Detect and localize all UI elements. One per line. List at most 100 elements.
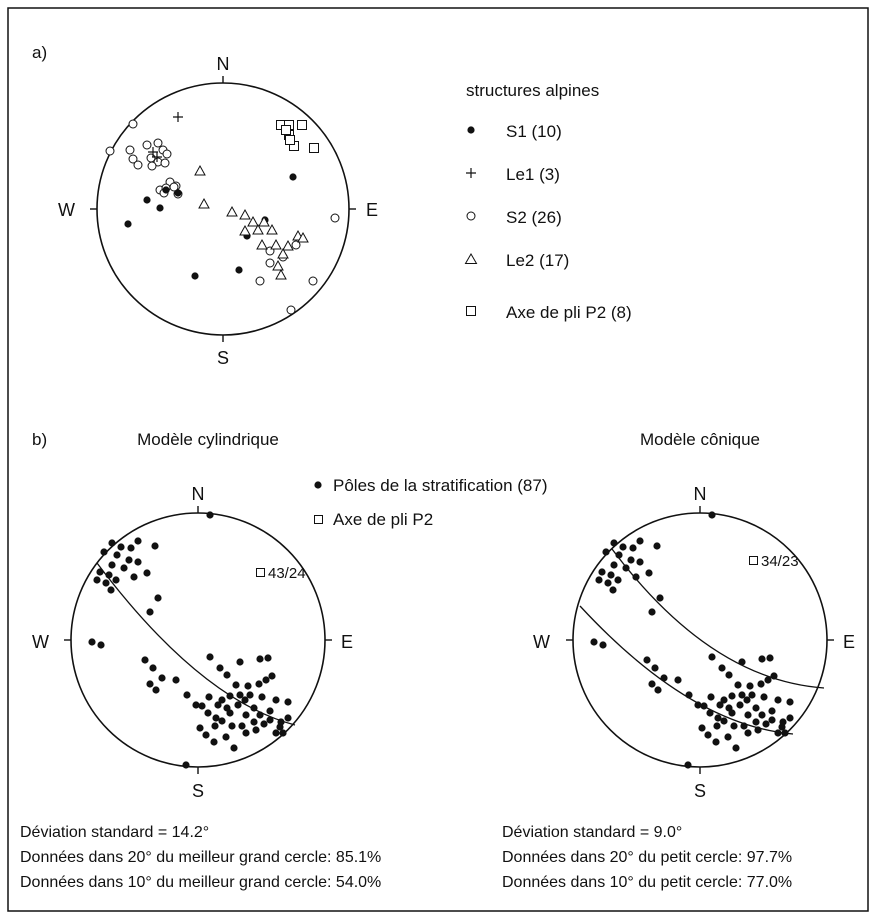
stereonet-a-s2-point	[128, 119, 138, 129]
stereonet-con-south-label: S	[694, 781, 706, 801]
stereonet-cyl-bedding-pole	[127, 544, 135, 552]
stereonet-cyl-bedding-pole	[226, 692, 234, 700]
stereonet-cyl-bedding-pole	[113, 551, 121, 559]
stereonet-con-bedding-pole	[716, 701, 724, 709]
stereonet-cyl-bedding-pole	[266, 707, 274, 715]
stereonet-cyl-bedding-pole	[151, 542, 159, 550]
stereonet-cyl-bedding-pole	[272, 696, 280, 704]
stereonet-con-bedding-pole	[779, 718, 787, 726]
stereonet-con-bedding-pole	[636, 537, 644, 545]
stereonet-con-bedding-pole	[654, 686, 662, 694]
stereonet-cyl-bedding-pole	[256, 711, 264, 719]
stereonet-a-le2-point	[239, 224, 251, 236]
stereonet-a-le2-point	[258, 215, 270, 227]
stereonet-con-bedding-pole	[743, 696, 751, 704]
stereonet-a-s2-point	[133, 160, 143, 170]
stereonet-con-bedding-pole	[632, 573, 640, 581]
stereonet-con-bedding-pole	[770, 672, 778, 680]
stereonet-a-s2-point	[105, 146, 115, 156]
legend-b-square-icon	[314, 515, 323, 524]
stereonet-a-s1-point	[124, 220, 132, 228]
stereonet-cyl-bedding-pole	[246, 691, 254, 699]
stereonet-con-bedding-pole	[786, 714, 794, 722]
legend-a-plus-icon	[466, 168, 476, 178]
stereonet-con-points	[590, 511, 794, 769]
stereonet-cyl-bedding-pole	[125, 556, 133, 564]
stereonet-cyl-bedding-pole	[216, 664, 224, 672]
stereonet-con-bedding-pole	[786, 698, 794, 706]
stereonet-a-le2-point	[275, 268, 287, 280]
stereonet-a-fold-axis-point	[285, 135, 295, 145]
stereonet-cyl-bedding-pole	[222, 733, 230, 741]
stereonet-a-s2-point	[255, 276, 265, 286]
stereonet-cyl-bedding-pole	[93, 576, 101, 584]
stereonet-cyl: N S E W 43/24	[32, 484, 353, 801]
stereonet-cyl-bedding-pole	[205, 693, 213, 701]
stereonet-con-bedding-pole	[590, 638, 598, 646]
stereonet-cyl-bedding-pole	[88, 638, 96, 646]
stereonet-a-fold-axis-point	[309, 143, 319, 153]
stereonet-con-bedding-pole	[604, 579, 612, 587]
stereonet-con-bedding-pole	[629, 544, 637, 552]
stereonet-a-le2-point	[247, 215, 259, 227]
stereonet-con-bedding-pole	[619, 543, 627, 551]
stereonet-con-east-label: E	[843, 632, 855, 652]
stereonet-cyl-bedding-pole	[130, 573, 138, 581]
stereonet-cyl-bedding-pole	[244, 682, 252, 690]
stereonet-a-le2-point	[272, 259, 284, 271]
stereonet-con-bedding-pole	[781, 729, 789, 737]
stereonet-a-le2-point	[270, 238, 282, 250]
legend-b-item-fold-axis: Axe de pli P2	[333, 510, 433, 529]
stereonet-con-bedding-pole	[744, 711, 752, 719]
cyl-stat-within-20: Données dans 20° du meilleur grand cercl…	[20, 849, 381, 866]
stereonet-cyl-east-label: E	[341, 632, 353, 652]
stereonet-cyl-bedding-pole	[198, 702, 206, 710]
stereonet-con-bedding-pole	[707, 693, 715, 701]
stereonet-a-le2-point	[198, 197, 210, 209]
stereonet-con-bedding-pole	[674, 676, 682, 684]
stereonet-cyl-north-label: N	[192, 484, 205, 504]
stereonet-a-le2-point	[252, 223, 264, 235]
stereonet-cyl-bedding-pole	[211, 722, 219, 730]
stereonet-cyl-bedding-pole	[223, 671, 231, 679]
stereonet-a-west-label: W	[58, 200, 75, 220]
stereonet-con-bedding-pole	[712, 738, 720, 746]
stereonet-con: N S E W 34/23	[533, 484, 855, 801]
stereonet-cyl-bedding-pole	[236, 691, 244, 699]
stereonet-cyl-bedding-pole	[102, 579, 110, 587]
stereonet-a-s2-point	[330, 213, 340, 223]
stereonet-con-bedding-pole	[615, 551, 623, 559]
stereonet-a-le1-point	[152, 152, 162, 162]
stereonet-con-bedding-pole	[728, 692, 736, 700]
stereonet-cyl-bedding-pole	[236, 658, 244, 666]
stereonet-con-bedding-pole	[607, 571, 615, 579]
figure-frame	[7, 7, 869, 912]
stereonet-a-le2-point	[277, 247, 289, 259]
stereonet-a-s1-point	[143, 196, 151, 204]
legend-a-item-le1: Le1 (3)	[506, 165, 560, 184]
stereonet-cyl-bedding-pole	[277, 718, 285, 726]
legend-a-item-s1: S1 (10)	[506, 122, 562, 141]
stereonet-con-bedding-pole	[610, 561, 618, 569]
stereonet-a-points	[105, 112, 340, 315]
stereonet-cyl-bedding-pole	[230, 744, 238, 752]
stereonet-con-bedding-pole	[643, 656, 651, 664]
stereonet-con-west-label: W	[533, 632, 550, 652]
stereonet-cyl-bedding-pole	[183, 691, 191, 699]
stereonet-con-bedding-pole	[732, 744, 740, 752]
stereonet-con-bedding-pole	[738, 691, 746, 699]
stereonet-a-fold-axis-point	[297, 120, 307, 130]
stereonet-a-s2-point	[128, 154, 138, 164]
stereonet-con-bedding-pole	[595, 576, 603, 584]
stereonet-cyl-bedding-pole	[134, 558, 142, 566]
stereonet-cyl-bedding-pole	[152, 686, 160, 694]
stereonet-cyl-bedding-pole	[149, 664, 157, 672]
stereonet-a-s2-point	[291, 240, 301, 250]
legend-a-item-le2: Le2 (17)	[506, 251, 569, 270]
legend-a-dot-icon	[467, 126, 475, 134]
stereonet-cyl-bedding-pole	[120, 564, 128, 572]
stereonet-cyl-bedding-pole	[242, 711, 250, 719]
stereonet-con-bedding-pole	[645, 569, 653, 577]
stereonet-cyl-bedding-pole	[258, 693, 266, 701]
